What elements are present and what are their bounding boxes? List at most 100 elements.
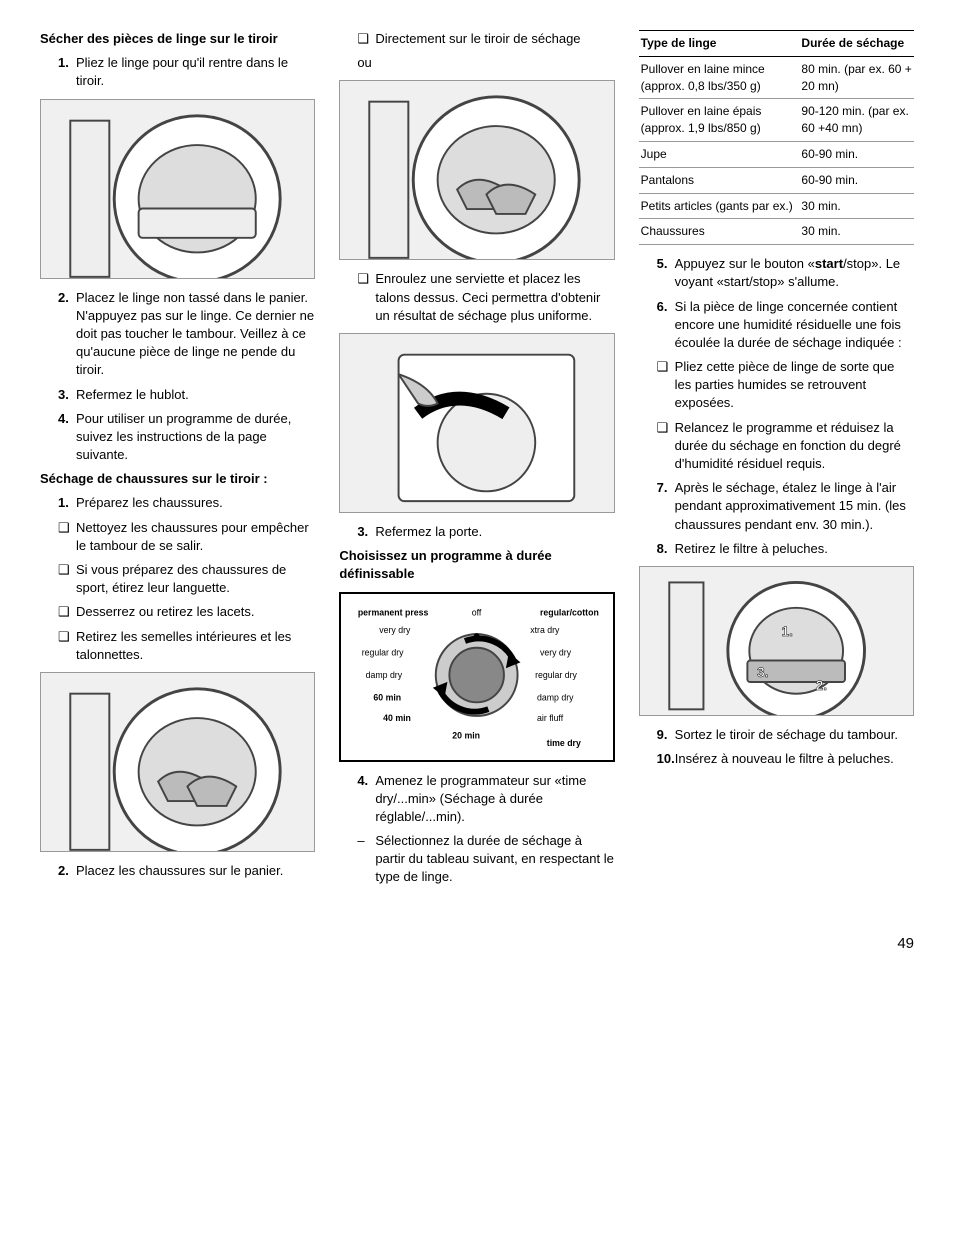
dash-icon: – (357, 832, 375, 887)
step-1-3: Refermez le hublot. (76, 386, 315, 404)
step-2-2: Placez les chaussures sur le panier. (76, 862, 315, 880)
heading-shoes: Séchage de chaussures sur le tiroir : (40, 470, 315, 488)
column-1: Sécher des pièces de linge sur le tiroir… (40, 30, 315, 893)
table-row: Pullover en laine mince (approx. 0,8 lbs… (639, 56, 914, 99)
th-time: Durée de séchage (799, 31, 914, 57)
num-c3: 3. (357, 523, 375, 541)
num-s2: 2. (58, 862, 76, 880)
num-4: 4. (58, 410, 76, 465)
svg-text:xtra dry: xtra dry (531, 625, 561, 635)
bullet-icon: ❑ (357, 270, 375, 325)
cell-type: Petits articles (gants par ex.) (639, 193, 800, 219)
step-c4d: Sélectionnez la durée de séchage à parti… (375, 832, 614, 887)
svg-text:very dry: very dry (380, 625, 412, 635)
step-6: Si la pièce de linge concernée contient … (675, 298, 914, 353)
sub-2-1d: Retirez les semelles intérieures et les … (76, 628, 315, 664)
svg-text:very dry: very dry (540, 647, 572, 657)
s5b: start (815, 256, 843, 271)
image-filter: 1. 3. 2. (639, 566, 914, 716)
bullet-icon: ❑ (357, 30, 375, 48)
s5a: Appuyez sur le bouton « (675, 256, 815, 271)
cell-type: Chaussures (639, 219, 800, 245)
num-8: 8. (657, 540, 675, 558)
cell-time: 30 min. (799, 219, 914, 245)
sub-6b: Relancez le programme et réduisez la dur… (675, 419, 914, 474)
cell-type: Pantalons (639, 167, 800, 193)
step-5: Appuyez sur le bouton «start/stop». Le v… (675, 255, 914, 291)
num-3: 3. (58, 386, 76, 404)
dial-tc: off (472, 607, 482, 617)
table-row: Jupe60-90 min. (639, 141, 914, 167)
svg-text:regular dry: regular dry (362, 647, 404, 657)
svg-text:60 min: 60 min (374, 692, 402, 702)
cell-time: 30 min. (799, 193, 914, 219)
step-c4: Amenez le programmateur sur «time dry/..… (375, 772, 614, 827)
sub-direct: Directement sur le tiroir de séchage (375, 30, 580, 48)
sub-2-1b: Si vous préparez des chaussures de sport… (76, 561, 315, 597)
sub-6a: Pliez cette pièce de linge de sorte que … (675, 358, 914, 413)
num-s1: 1. (58, 494, 76, 512)
svg-text:1.: 1. (781, 624, 792, 639)
num-9: 9. (657, 726, 675, 744)
heading-program: Choisissez un programme à durée définiss… (339, 547, 614, 583)
step-9: Sortez le tiroir de séchage du tambour. (675, 726, 914, 744)
svg-text:time dry: time dry (547, 738, 581, 748)
heading-dry-tray: Sécher des pièces de linge sur le tiroir (40, 30, 315, 48)
table-row: Pantalons60-90 min. (639, 167, 914, 193)
svg-text:regular dry: regular dry (535, 669, 577, 679)
column-3: Type de linge Durée de séchage Pullover … (639, 30, 914, 893)
num-c4: 4. (357, 772, 375, 827)
cell-time: 80 min. (par ex. 60 + 20 mn) (799, 56, 914, 99)
dial-tl: permanent press (358, 607, 429, 617)
image-shoes-direct (339, 80, 614, 260)
th-type: Type de linge (639, 31, 800, 57)
step-1-1: Pliez le linge pour qu'il rentre dans le… (76, 54, 315, 90)
step-8: Retirez le filtre à peluches. (675, 540, 914, 558)
svg-text:air fluff: air fluff (537, 712, 564, 722)
svg-text:damp dry: damp dry (537, 692, 574, 702)
bullet-icon: ❑ (657, 419, 675, 474)
column-2: ❑Directement sur le tiroir de séchage ou… (339, 30, 614, 893)
step-1-4: Pour utiliser un programme de durée, sui… (76, 410, 315, 465)
image-close-door (339, 333, 614, 513)
table-row: Petits articles (gants par ex.)30 min. (639, 193, 914, 219)
bullet-icon: ❑ (58, 519, 76, 555)
cell-time: 90-120 min. (par ex. 60 +40 mn) (799, 99, 914, 142)
num-6: 6. (657, 298, 675, 353)
sub-2-1a: Nettoyez les chaussures pour empêcher le… (76, 519, 315, 555)
svg-text:3.: 3. (757, 665, 768, 680)
bullet-icon: ❑ (58, 603, 76, 621)
svg-text:40 min: 40 min (383, 712, 411, 722)
cell-time: 60-90 min. (799, 167, 914, 193)
image-laundry-tray (40, 99, 315, 279)
num-10: 10. (657, 750, 675, 768)
num-1: 1. (58, 54, 76, 90)
step-7: Après le séchage, étalez le linge à l'ai… (675, 479, 914, 534)
bullet-icon: ❑ (58, 561, 76, 597)
sub-2-1c: Desserrez ou retirez les lacets. (76, 603, 254, 621)
svg-text:damp dry: damp dry (366, 669, 403, 679)
dial-tr: regular/cotton (540, 607, 599, 617)
svg-text:2.: 2. (815, 678, 826, 693)
svg-text:20 min: 20 min (453, 730, 481, 740)
bullet-icon: ❑ (58, 628, 76, 664)
page-content: Sécher des pièces de linge sur le tiroir… (40, 30, 914, 893)
cell-type: Pullover en laine épais (approx. 1,9 lbs… (639, 99, 800, 142)
cell-type: Pullover en laine mince (approx. 0,8 lbs… (639, 56, 800, 99)
step-1-2: Placez le linge non tassé dans le panier… (76, 289, 315, 380)
drying-time-table: Type de linge Durée de séchage Pullover … (639, 30, 914, 245)
cell-type: Jupe (639, 141, 800, 167)
num-2: 2. (58, 289, 76, 380)
num-7: 7. (657, 479, 675, 534)
step-2-1: Préparez les chaussures. (76, 494, 315, 512)
or-text: ou (339, 54, 614, 72)
page-number: 49 (40, 933, 914, 954)
image-dial: permanent press off regular/cotton very … (339, 592, 614, 762)
step-10: Insérez à nouveau le filtre à peluches. (675, 750, 914, 768)
cell-time: 60-90 min. (799, 141, 914, 167)
table-row: Pullover en laine épais (approx. 1,9 lbs… (639, 99, 914, 142)
bullet-icon: ❑ (657, 358, 675, 413)
table-row: Chaussures30 min. (639, 219, 914, 245)
image-shoes-tray (40, 672, 315, 852)
num-5: 5. (657, 255, 675, 291)
